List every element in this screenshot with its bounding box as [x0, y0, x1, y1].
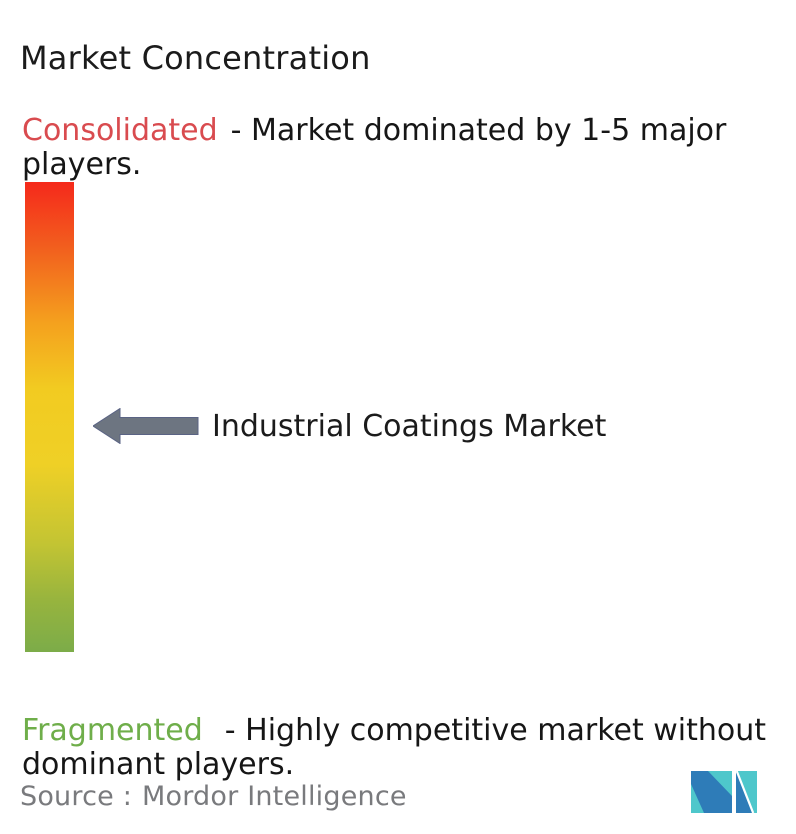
fragmented-term: Fragmented: [22, 713, 203, 748]
marker-row: Industrial Coatings Market: [93, 408, 606, 444]
source-label: Source :: [20, 781, 133, 812]
concentration-bar: [25, 182, 74, 652]
consolidated-note: Consolidated - Market dominated by 1-5 ma…: [22, 114, 792, 182]
fragmented-text-line1: - Highly competitive market without: [224, 713, 767, 748]
page-title: Market Concentration: [20, 39, 371, 78]
source-name: Mordor Intelligence: [142, 781, 407, 812]
logo-left-diagonal: [691, 771, 732, 813]
consolidated-text-line1: - Market dominated by 1-5 major: [230, 113, 727, 148]
logo-white-slash: [735, 771, 755, 814]
source-row: Source : Mordor Intelligence: [20, 781, 407, 812]
fragmented-text-line2: dominant players.: [22, 747, 295, 782]
consolidated-term: Consolidated: [22, 113, 218, 148]
mordor-intelligence-logo: [691, 771, 757, 814]
consolidated-text-line2: players.: [22, 147, 142, 182]
fragmented-note: Fragmented - Highly competitive market wi…: [22, 714, 792, 782]
left-arrow-icon: [93, 408, 199, 444]
left-arrow-shape: [93, 408, 199, 444]
marker-label: Industrial Coatings Market: [212, 408, 607, 444]
